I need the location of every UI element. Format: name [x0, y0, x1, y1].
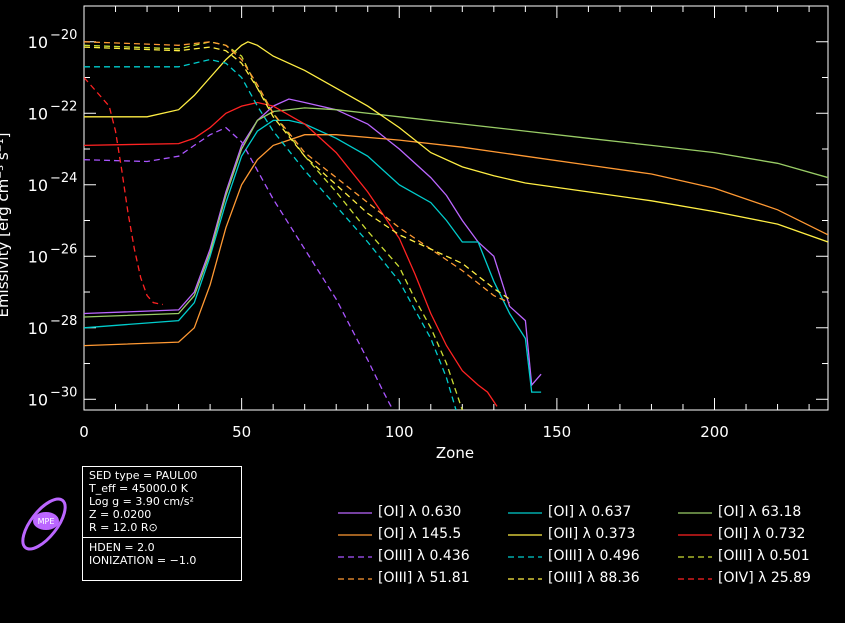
- series-line: [84, 41, 510, 304]
- legend-label: [OIII] λ 0.436: [378, 548, 470, 564]
- info-line: HDEN = 2.0: [89, 541, 155, 554]
- x-tick-label: 0: [79, 423, 89, 441]
- series-line: [84, 101, 498, 407]
- legend-label: [OII] λ 0.732: [718, 526, 806, 542]
- x-tick-label: 150: [543, 423, 572, 441]
- legend-label: [OIV] λ 25.89: [718, 570, 811, 586]
- y-tick-exponent: −24: [50, 171, 77, 186]
- y-tick-exponent: −22: [50, 99, 77, 114]
- legend-swatch: [508, 578, 542, 580]
- info-line: Z = 0.0200: [89, 508, 152, 521]
- logo-text: MPE: [38, 517, 55, 526]
- x-tick-label: 100: [385, 423, 414, 441]
- info-line: SED type = PAUL00: [89, 469, 198, 482]
- series-line: [84, 41, 463, 410]
- y-tick-exponent: −20: [50, 28, 77, 43]
- legend-label: [OI] λ 0.637: [548, 504, 632, 520]
- plot-frame: [83, 5, 829, 411]
- legend-swatch: [678, 512, 712, 514]
- info-line: IONIZATION = −1.0: [89, 554, 197, 567]
- mpe-logo-icon: MPE: [21, 497, 67, 551]
- legend-label: [OIII] λ 0.496: [548, 548, 640, 564]
- legend-swatch: [338, 556, 372, 558]
- series-line: [84, 98, 542, 387]
- info-line: R = 12.0 R⊙: [89, 521, 158, 534]
- series-line: [84, 126, 394, 410]
- x-tick-label: 200: [700, 423, 729, 441]
- series-line: [84, 134, 828, 347]
- legend-swatch: [338, 578, 372, 580]
- y-tick-exponent: −30: [50, 385, 77, 400]
- model-density: HDEN = 2.0 IONIZATION = −1.0: [83, 538, 241, 570]
- legend-label: [OIII] λ 88.36: [548, 570, 640, 586]
- y-tick-label: 10: [28, 104, 48, 123]
- series-line: [84, 58, 457, 410]
- curves: [84, 41, 828, 410]
- model-info-box: SED type = PAUL00 T_eff = 45000.0 K Log …: [82, 466, 242, 581]
- legend-swatch: [678, 534, 712, 536]
- x-axis-label: Zone: [436, 444, 474, 462]
- series-line: [84, 107, 828, 318]
- legend-swatch: [338, 534, 372, 536]
- legend-swatch: [508, 512, 542, 514]
- y-tick-exponent: −28: [50, 314, 77, 329]
- legend-swatch: [678, 578, 712, 580]
- legend-label: [OIII] λ 51.81: [378, 570, 470, 586]
- legend-swatch: [508, 556, 542, 558]
- series-line: [84, 119, 542, 393]
- axis-ticks: [83, 5, 828, 410]
- legend-swatch: [678, 556, 712, 558]
- y-tick-label: 10: [28, 319, 48, 338]
- series-line: [84, 46, 510, 300]
- y-tick-exponent: −26: [50, 242, 77, 257]
- legend-swatch: [338, 512, 372, 514]
- legend-swatch: [508, 534, 542, 536]
- y-tick-label: 10: [28, 390, 48, 409]
- y-tick-label: 10: [28, 33, 48, 52]
- legend-label: [OIII] λ 0.501: [718, 548, 810, 564]
- series-line: [84, 41, 828, 243]
- info-line: Log g = 3.90 cm/s²: [89, 495, 194, 508]
- y-axis-label: Emissivity [erg cm⁻³ s⁻¹]: [0, 132, 12, 317]
- x-tick-label: 50: [232, 423, 251, 441]
- legend-label: [OI] λ 63.18: [718, 504, 802, 520]
- y-tick-label: 10: [28, 176, 48, 195]
- legend-label: [OI] λ 0.630: [378, 504, 462, 520]
- legend-label: [OII] λ 0.373: [548, 526, 636, 542]
- legend-label: [OI] λ 145.5: [378, 526, 462, 542]
- model-parameters: SED type = PAUL00 T_eff = 45000.0 K Log …: [83, 467, 241, 538]
- series-line: [84, 77, 163, 306]
- info-line: T_eff = 45000.0 K: [89, 482, 188, 495]
- y-tick-label: 10: [28, 247, 48, 266]
